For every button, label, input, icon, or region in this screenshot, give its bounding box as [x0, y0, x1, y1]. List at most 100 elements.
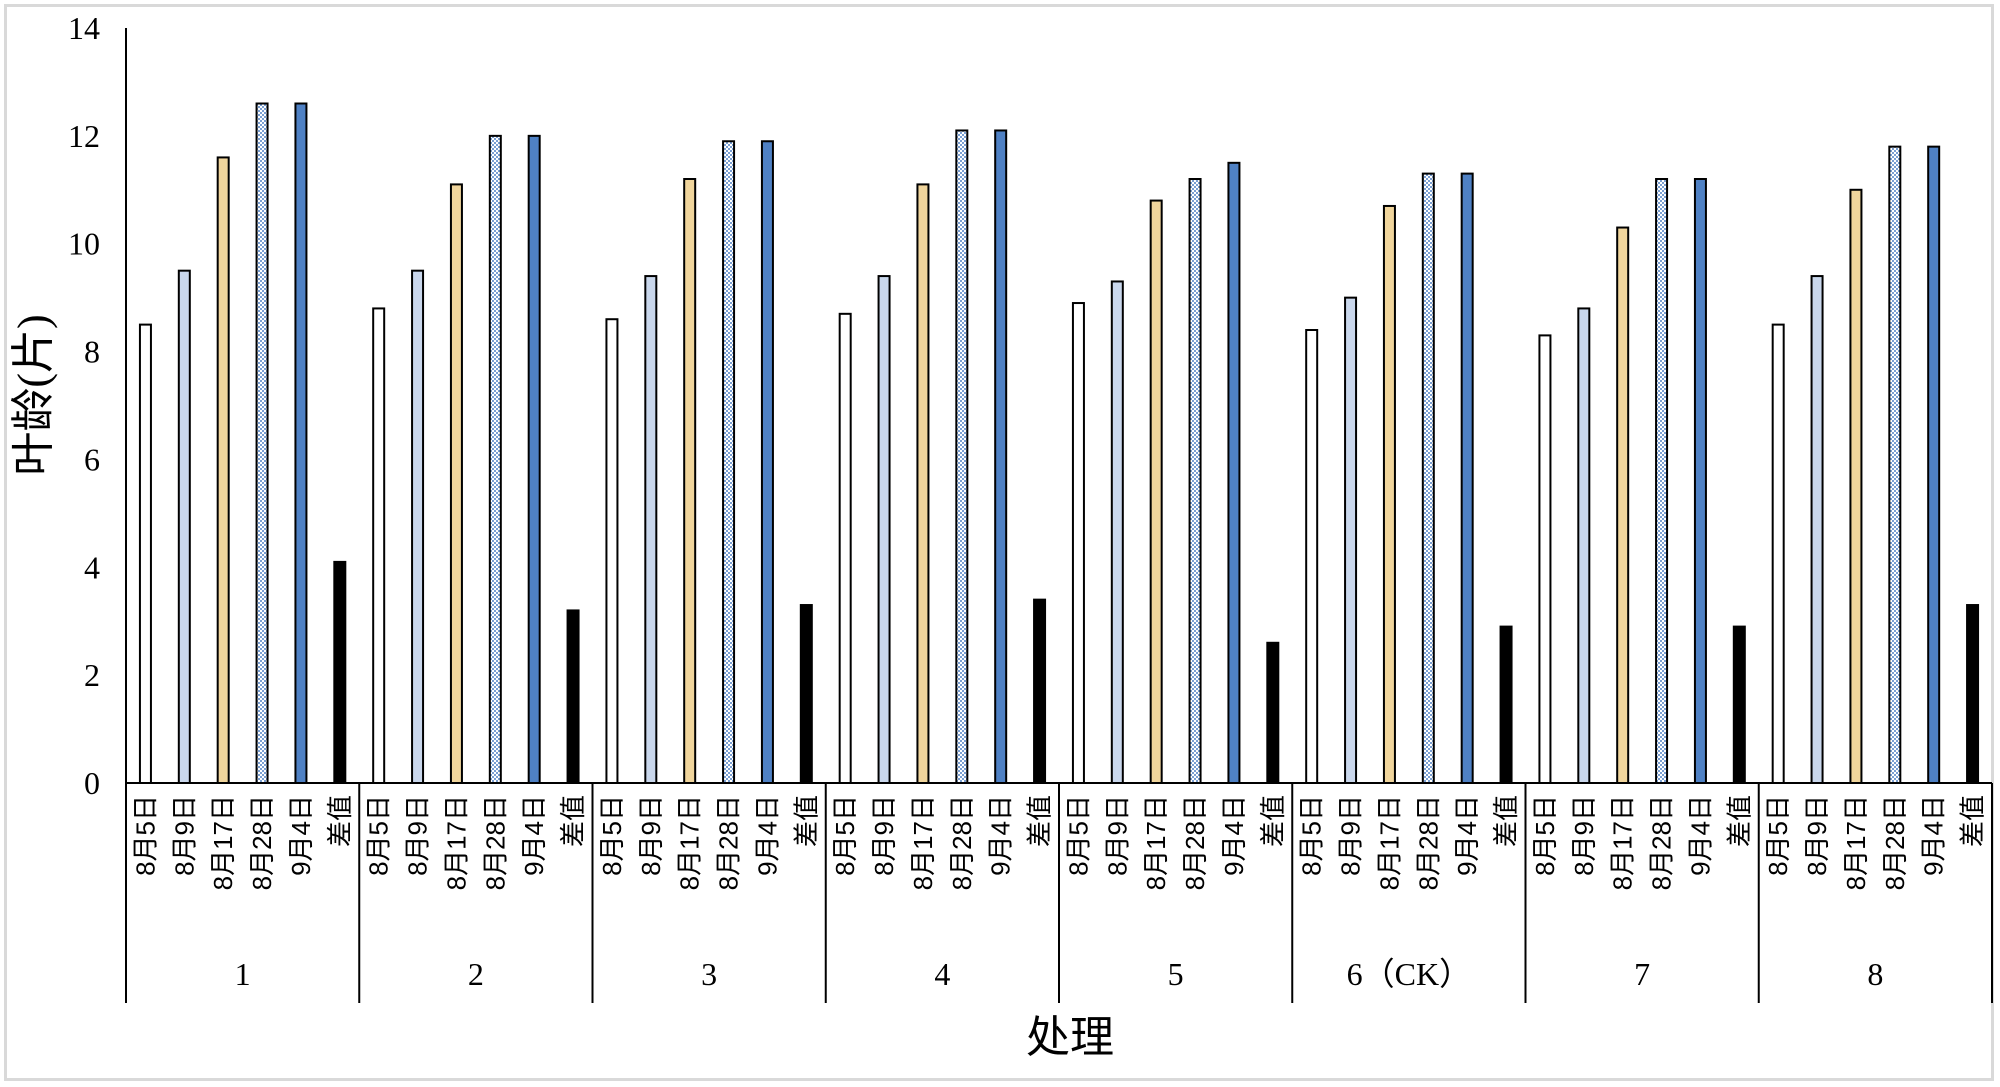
bar: [722, 140, 736, 784]
bar: [760, 140, 774, 784]
sub-category-label: 9月4日: [519, 795, 549, 876]
sub-category-label: 8月5日: [830, 795, 860, 876]
sub-category-label: 9月4日: [286, 795, 316, 876]
bar: [1538, 334, 1552, 784]
group-label: 4: [934, 956, 950, 992]
sub-category-label: 8月17日: [1141, 795, 1171, 890]
bar: [877, 275, 891, 784]
bar: [1577, 307, 1591, 784]
y-tick-label: 2: [84, 657, 100, 693]
y-tick-label: 12: [68, 118, 100, 154]
bar: [799, 604, 813, 784]
bar: [955, 129, 969, 784]
bar: [1033, 598, 1047, 785]
y-tick-label: 10: [68, 226, 100, 262]
bar: [1810, 275, 1824, 784]
bar: [372, 307, 386, 784]
bar: [1382, 204, 1396, 784]
bar: [644, 275, 658, 784]
sub-category-label: 8月9日: [403, 795, 433, 876]
sub-category-label: 8月5日: [364, 795, 394, 876]
sub-category-label: 差值: [325, 795, 355, 847]
sub-category-label: 8月17日: [1374, 795, 1404, 890]
bar: [838, 312, 852, 784]
sub-category-label: 8月17日: [441, 795, 471, 890]
bar: [255, 102, 269, 784]
bar: [1149, 199, 1163, 785]
bar: [1693, 178, 1707, 784]
group-label: 3: [701, 956, 717, 992]
sub-category-label: 8月28日: [1880, 795, 1910, 890]
group-label: 6（CK）: [1347, 956, 1471, 992]
sub-category-label: 8月5日: [130, 795, 160, 876]
bar: [1421, 172, 1435, 785]
bar: [1927, 145, 1941, 784]
sub-category-label: 9月4日: [1452, 795, 1482, 876]
bar: [1110, 280, 1124, 784]
sub-category-label: 8月28日: [714, 795, 744, 890]
bar: [449, 183, 463, 784]
bar: [566, 609, 580, 785]
y-tick-label: 6: [84, 441, 100, 477]
sub-category-label: 8月28日: [947, 795, 977, 890]
sub-category-label: 8月28日: [480, 795, 510, 890]
sub-category-label: 8月5日: [597, 795, 627, 876]
sub-category-label: 差值: [558, 795, 588, 847]
bar: [1071, 302, 1085, 784]
bar: [916, 183, 930, 784]
sub-category-label: 8月17日: [1608, 795, 1638, 890]
bar: [1849, 188, 1863, 785]
bar: [1499, 625, 1513, 784]
sub-category-label: 8月9日: [1569, 795, 1599, 876]
bar: [1966, 604, 1980, 784]
bar: [1460, 172, 1474, 785]
sub-category-label: 9月4日: [1919, 795, 1949, 876]
group-label: 8: [1867, 956, 1883, 992]
bar: [1266, 641, 1280, 784]
sub-category-label: 差值: [791, 795, 821, 847]
x-axis-title: 处理: [1026, 1013, 1114, 1062]
group-label: 7: [1634, 956, 1650, 992]
bar: [294, 102, 308, 784]
sub-category-label: 8月17日: [208, 795, 238, 890]
y-tick-label: 8: [84, 334, 100, 370]
sub-category-label: 8月9日: [636, 795, 666, 876]
bar: [683, 178, 697, 784]
sub-category-label: 8月9日: [1102, 795, 1132, 876]
group-label: 1: [235, 956, 251, 992]
sub-category-label: 8月9日: [869, 795, 899, 876]
bar: [138, 323, 152, 784]
sub-category-label: 8月9日: [169, 795, 199, 876]
bar: [1188, 178, 1202, 784]
sub-category-label: 8月9日: [1336, 795, 1366, 876]
sub-category-label: 8月28日: [1413, 795, 1443, 890]
bar: [216, 156, 230, 784]
bar: [1344, 296, 1358, 784]
bar: [488, 134, 502, 785]
group-label: 2: [468, 956, 484, 992]
sub-category-label: 8月17日: [675, 795, 705, 890]
bar: [605, 318, 619, 784]
sub-category-label: 8月28日: [1647, 795, 1677, 890]
y-tick-label: 0: [84, 765, 100, 801]
bar: [994, 129, 1008, 784]
sub-category-label: 8月28日: [1180, 795, 1210, 890]
sub-category-label: 差值: [1491, 795, 1521, 847]
sub-category-label: 差值: [1958, 795, 1988, 847]
bar: [1888, 145, 1902, 784]
sub-category-label: 差值: [1724, 795, 1754, 847]
sub-category-label: 9月4日: [1219, 795, 1249, 876]
sub-category-label: 8月17日: [1841, 795, 1871, 890]
sub-category-label: 9月4日: [752, 795, 782, 876]
sub-category-label: 9月4日: [986, 795, 1016, 876]
sub-category-label: 8月5日: [1297, 795, 1327, 876]
sub-category-label: 8月5日: [1063, 795, 1093, 876]
bar: [1771, 323, 1785, 784]
sub-category-label: 8月9日: [1802, 795, 1832, 876]
sub-category-label: 差值: [1025, 795, 1055, 847]
bar: [1616, 226, 1630, 785]
y-axis-title: 叶龄(片): [9, 314, 58, 475]
sub-category-label: 8月17日: [908, 795, 938, 890]
